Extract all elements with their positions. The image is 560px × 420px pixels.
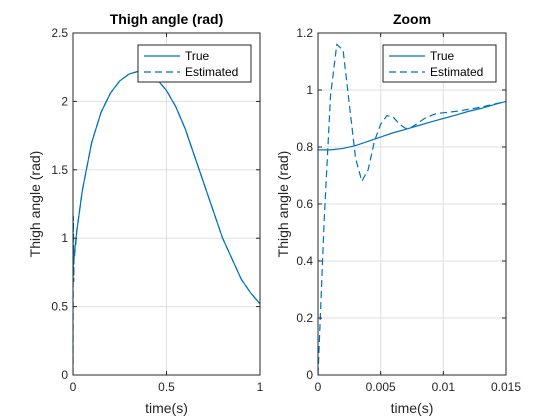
x-tick-label: 0.005: [366, 380, 396, 394]
chart-title: Thigh angle (rad): [110, 11, 224, 27]
legend-box: [382, 44, 497, 83]
y-tick-label: 2.5: [51, 26, 68, 40]
y-tick-label: 0.4: [296, 254, 313, 268]
y-tick-label: 0: [306, 368, 313, 382]
y-tick-label: 0.8: [296, 140, 313, 154]
x-tick-label: 1: [257, 380, 264, 394]
x-axis-label: time(s): [145, 400, 188, 416]
x-axis-label: time(s): [391, 400, 434, 416]
y-tick-label: 0.6: [296, 197, 313, 211]
y-tick-label: 1.5: [51, 163, 68, 177]
x-tick-label: 0: [70, 380, 77, 394]
y-axis-label: Thigh angle (rad): [27, 151, 43, 258]
legend-label-true: True: [185, 49, 210, 63]
y-tick-label: 2: [61, 94, 68, 108]
series-estimated-line: [318, 43, 506, 375]
x-tick-label: 0.01: [432, 380, 456, 394]
series-estimated-line: [73, 70, 260, 375]
legend-label-estimated: Estimated: [430, 65, 483, 79]
chart-1: 0 0.5 1 0 0.5 1 1.5 2 2.5 Thigh angle (rad) time(s…: [27, 11, 264, 416]
x-tick-label: 0.5: [158, 380, 175, 394]
legend-label-true: True: [430, 49, 455, 63]
chart-2: 0 0.005 0.01 0.015 0 0.2 0.4 0.6 0.8 1 1.2 Zoom time…: [275, 11, 521, 416]
x-tick-label: 0.015: [491, 380, 521, 394]
y-tick-label: 0.2: [296, 311, 313, 325]
legend-label-estimated: Estimated: [185, 65, 238, 79]
y-axis-label: Thigh angle (rad): [275, 151, 291, 258]
y-tick-label: 0: [61, 368, 68, 382]
legend: True Estimated: [137, 44, 252, 83]
x-tick-label: 0: [315, 380, 322, 394]
legend: True Estimated: [382, 44, 497, 83]
y-tick-label: 1: [306, 83, 313, 97]
y-tick-label: 0.5: [51, 300, 68, 314]
y-tick-label: 1: [61, 231, 68, 245]
y-tick-label: 1.2: [296, 26, 313, 40]
legend-box: [137, 44, 252, 83]
chart-title: Zoom: [393, 11, 431, 27]
